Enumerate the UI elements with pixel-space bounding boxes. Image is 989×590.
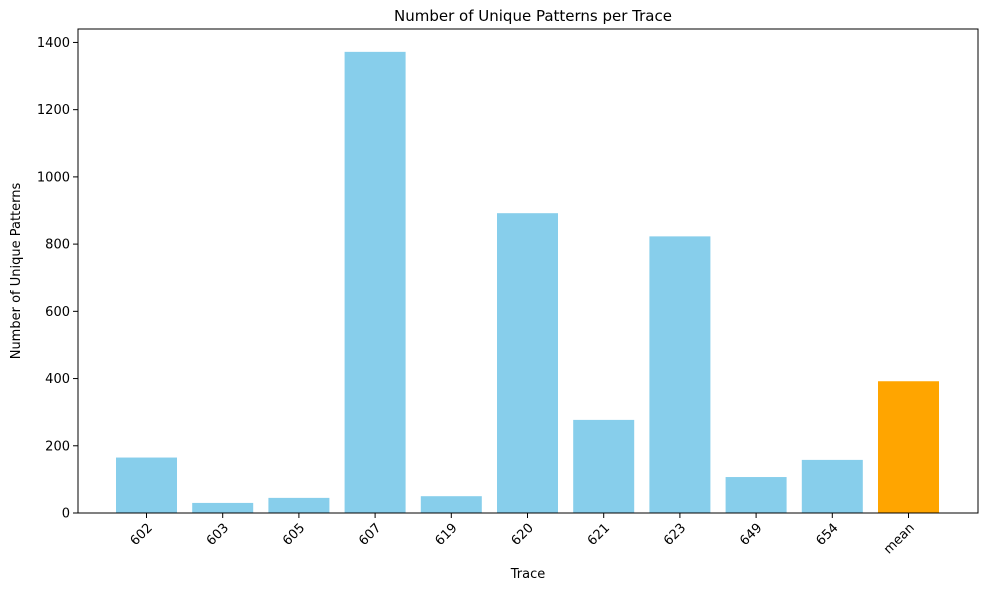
x-tick-label-621: 621 (585, 521, 613, 549)
chart-title: Number of Unique Patterns per Trace (394, 7, 672, 25)
y-tick-label-600: 600 (45, 305, 70, 320)
y-axis-title: Number of Unique Patterns (9, 183, 24, 360)
bar-649 (725, 477, 787, 513)
bar-623 (649, 236, 711, 513)
y-tick-label-800: 800 (45, 238, 70, 253)
y-tick-label-0: 0 (62, 507, 70, 522)
bar-607 (344, 51, 406, 513)
bar-mean (878, 381, 939, 513)
bar-654 (801, 459, 863, 513)
x-tick-label-619: 619 (432, 521, 460, 549)
x-axis: 602 603 605 607 619 620 621 623 649 654 mean (128, 513, 918, 557)
x-tick-label-654: 654 (813, 521, 841, 549)
bar-605 (268, 497, 330, 513)
y-tick-label-1400: 1400 (37, 36, 70, 51)
bar-602 (116, 457, 177, 513)
x-tick-label-607: 607 (356, 521, 384, 549)
y-tick-label-200: 200 (45, 439, 70, 454)
y-tick-label-400: 400 (45, 372, 70, 387)
x-tick-label-620: 620 (509, 521, 537, 549)
x-tick-label-649: 649 (737, 521, 765, 549)
bar-620 (497, 213, 558, 513)
plot-frame (77, 28, 979, 514)
y-tick-label-1000: 1000 (37, 170, 70, 185)
x-tick-label-605: 605 (280, 521, 308, 549)
y-tick-label-1200: 1200 (37, 103, 70, 118)
x-axis-title: Trace (510, 567, 546, 582)
y-axis: 0 200 400 600 800 1000 1200 1400 (37, 36, 78, 522)
x-tick-label-602: 602 (128, 521, 156, 549)
x-tick-label-623: 623 (661, 521, 689, 549)
bars-layer (116, 51, 939, 513)
bar-603 (192, 502, 254, 513)
bar-619 (420, 496, 482, 513)
x-tick-label-mean: mean (881, 521, 918, 558)
bar-621 (573, 419, 635, 513)
x-tick-label-603: 603 (204, 521, 232, 549)
